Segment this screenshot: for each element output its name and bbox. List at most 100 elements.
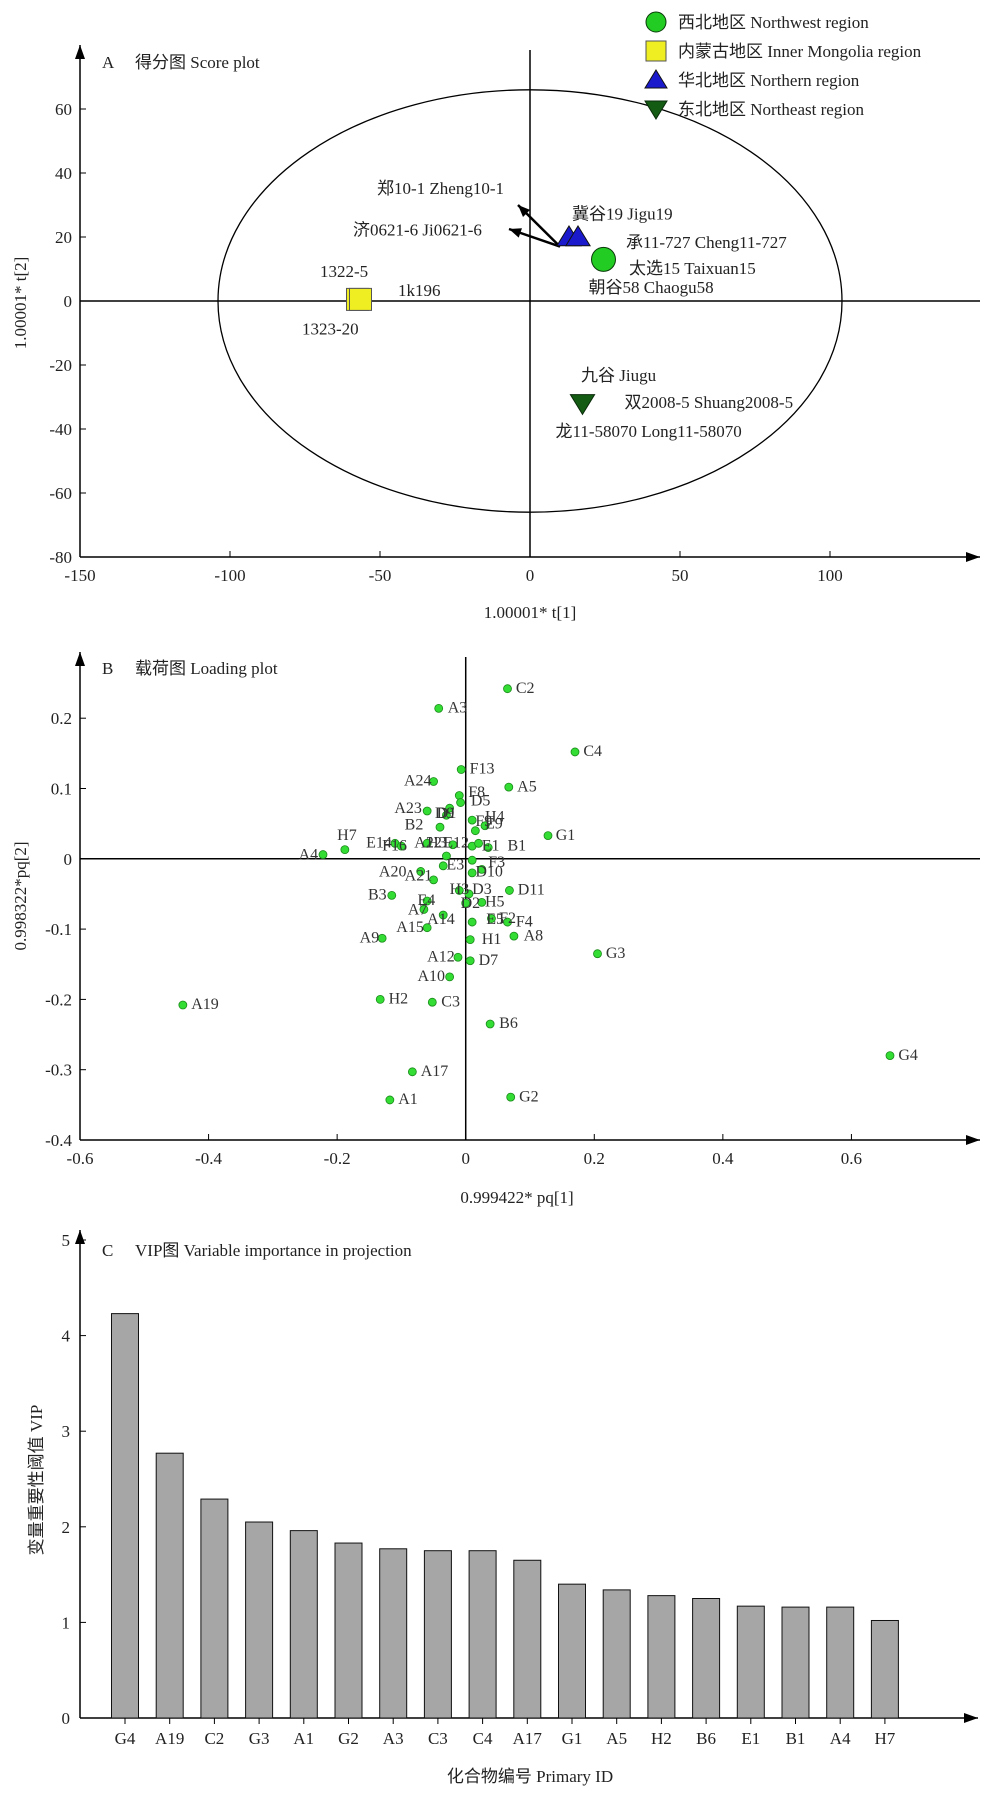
loading-point <box>375 995 385 1004</box>
loading-point-label: B3 <box>368 887 387 904</box>
loading-point <box>438 861 448 871</box>
loading-point-label: H5 <box>485 894 505 911</box>
triangle-up-marker <box>565 225 591 247</box>
loading-point <box>570 747 580 757</box>
loading-point <box>467 855 477 865</box>
y-tick-label: 0 <box>62 1709 71 1728</box>
y-tick-label: 40 <box>55 164 72 183</box>
loading-point-label: A14 <box>427 911 455 928</box>
vip-bar <box>602 1589 631 1719</box>
x-tick-label: C3 <box>428 1729 448 1748</box>
x-tick-label: A1 <box>293 1729 314 1748</box>
circle-marker <box>591 246 616 272</box>
loading-point-label: F9 <box>475 813 492 830</box>
x-tick-label: B1 <box>786 1729 806 1748</box>
point-annotation: 冀谷19 Jigu19 <box>572 204 673 223</box>
y-tick-label: 0 <box>64 850 73 869</box>
loading-point-label: H1 <box>482 931 502 948</box>
loading-point-label: D7 <box>479 952 499 969</box>
legend-marker <box>644 100 668 120</box>
x-axis-label: 1.00001* t[1] <box>484 603 577 622</box>
y-tick-label: -0.4 <box>45 1131 72 1150</box>
loading-point <box>506 1092 516 1102</box>
loading-point-label: A19 <box>191 996 219 1013</box>
loading-point-label: A8 <box>524 927 544 944</box>
loading-point <box>442 810 451 820</box>
vip-bar <box>334 1542 363 1719</box>
panel-label: C <box>102 1241 113 1260</box>
loading-point <box>504 782 514 792</box>
vip-bar <box>647 1595 676 1719</box>
vip-bar <box>289 1530 318 1719</box>
y-axis-label: 0.998322*pq[2] <box>11 841 30 950</box>
point-annotation: 郑10-1 Zheng10-1 <box>377 179 504 198</box>
x-tick-label: -0.6 <box>67 1149 94 1168</box>
y-axis-label: 变量重要性阈值 VIP <box>27 1405 46 1556</box>
loading-point-label: A10 <box>418 968 446 985</box>
loading-point-label: F16 <box>382 837 407 854</box>
loading-point-label: H3 <box>427 835 447 852</box>
point-annotation: 朝谷58 Chaogu58 <box>589 278 714 297</box>
legend-entry: 内蒙古地区 Inner Mongolia region <box>678 42 922 61</box>
loading-point-label: B6 <box>499 1015 518 1032</box>
loading-point-label: A9 <box>360 929 380 946</box>
vip-bar <box>826 1606 855 1719</box>
vip-bar <box>870 1619 899 1719</box>
y-tick-label: 5 <box>62 1231 71 1250</box>
y-tick-label: 0.2 <box>51 709 72 728</box>
x-tick-label: A5 <box>606 1729 627 1748</box>
loading-point <box>477 864 487 874</box>
loading-point-label: D1 <box>437 805 457 822</box>
legend-entry: 西北地区 Northwest region <box>678 13 869 32</box>
loading-point-label: G1 <box>556 827 576 844</box>
loading-point-label: A4 <box>299 847 319 864</box>
x-tick-label: 0 <box>461 1149 470 1168</box>
loading-point-label: B2 <box>405 816 424 833</box>
loading-point <box>543 831 553 841</box>
x-tick-label: C2 <box>204 1729 224 1748</box>
loading-point <box>397 841 406 851</box>
x-tick-label: A3 <box>383 1729 404 1748</box>
loading-point <box>485 1019 495 1029</box>
vip-bar <box>245 1521 274 1719</box>
point-annotation: 1k196 <box>398 281 441 300</box>
y-axis-head <box>75 1230 85 1244</box>
x-tick-label: H2 <box>651 1729 672 1748</box>
loading-point-label: D5 <box>471 792 491 809</box>
loading-point <box>429 777 438 786</box>
loading-point <box>438 910 448 920</box>
loading-point <box>435 822 445 832</box>
x-tick-label: 100 <box>817 566 843 585</box>
loading-point-label: F4 <box>516 913 533 930</box>
loading-point-label: E3 <box>446 856 464 873</box>
loading-point <box>422 896 432 906</box>
loading-point-label: A17 <box>421 1063 449 1080</box>
y-axis-head <box>75 45 85 59</box>
loading-point-label: F3 <box>488 854 505 871</box>
loading-point <box>456 798 465 807</box>
vip-bar <box>111 1313 139 1719</box>
x-tick-label: -0.4 <box>195 1149 222 1168</box>
loading-point-label: H7 <box>337 827 357 844</box>
x-axis-head <box>966 552 980 562</box>
x-tick-label: E1 <box>741 1729 760 1748</box>
loading-point-label: C2 <box>516 680 535 697</box>
annotation-arrow-head <box>518 205 531 217</box>
loading-point <box>419 905 429 914</box>
loading-point-label: H3 <box>450 881 470 898</box>
loading-point <box>387 890 397 900</box>
vip-bar <box>692 1598 721 1719</box>
vip-bar <box>468 1550 497 1719</box>
x-tick-label: G4 <box>115 1729 136 1748</box>
chart-title: 得分图 Score plot <box>135 53 260 72</box>
loading-point <box>464 889 474 899</box>
x-tick-label: G2 <box>338 1729 359 1748</box>
vip-bar <box>155 1452 184 1719</box>
loading-point <box>427 997 437 1007</box>
y-tick-label: 2 <box>62 1518 71 1537</box>
loading-point <box>422 923 432 933</box>
loading-point <box>465 935 475 945</box>
loading-point <box>340 845 350 855</box>
vip-bar <box>423 1550 452 1719</box>
